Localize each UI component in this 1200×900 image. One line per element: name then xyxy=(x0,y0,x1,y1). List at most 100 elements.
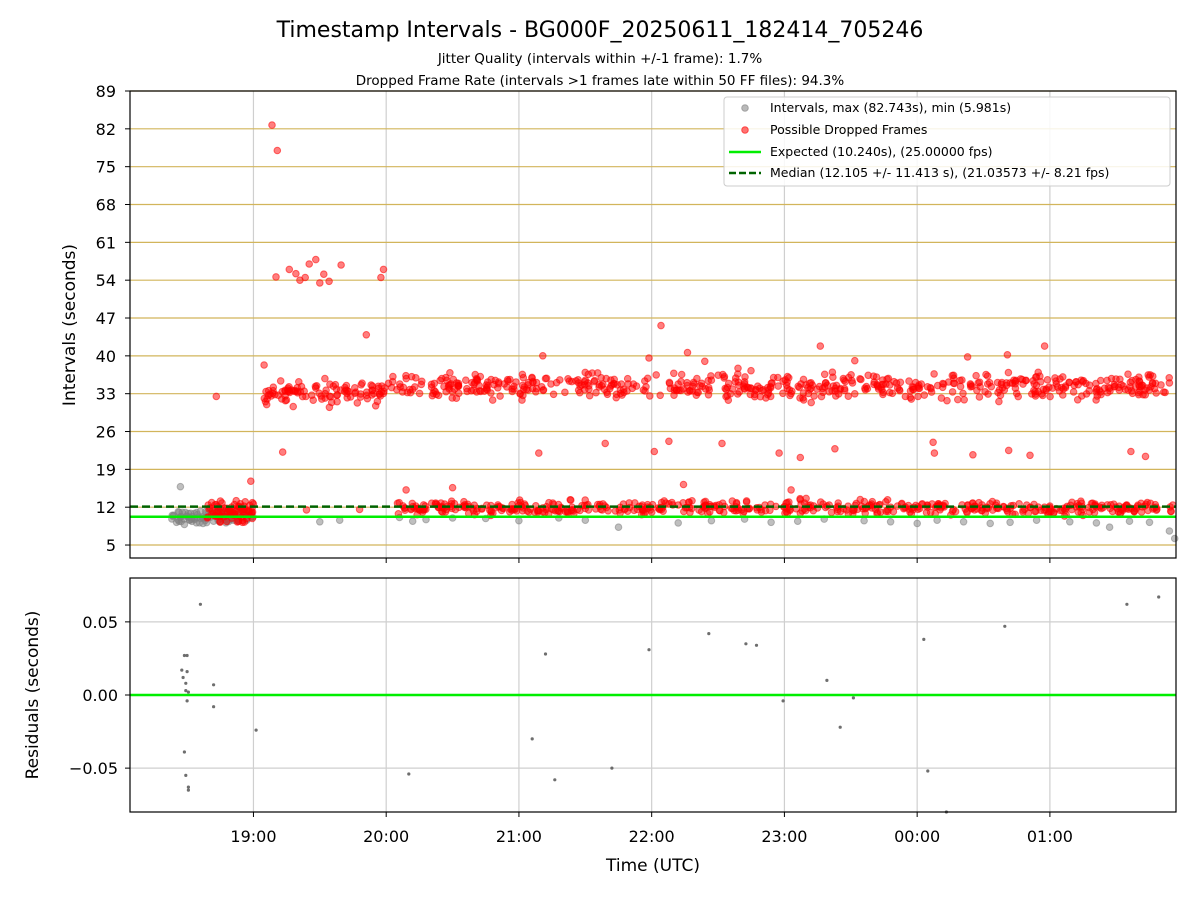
top-y-tick-label: 82 xyxy=(96,120,116,139)
interval-point xyxy=(860,516,868,525)
legend-intervals-marker xyxy=(741,104,749,112)
dropped-frame-point xyxy=(312,255,320,264)
dropped-frame-point xyxy=(608,381,616,389)
dropped-frame-point xyxy=(807,398,816,407)
interval-point xyxy=(707,516,716,525)
dropped-frame-point xyxy=(567,496,575,504)
residual-point xyxy=(926,769,930,773)
dropped-frame-point xyxy=(779,377,787,386)
dropped-frame-point xyxy=(666,384,675,393)
dropped-frame-point xyxy=(454,379,463,388)
dropped-frame-point xyxy=(959,389,967,398)
dropped-frame-point xyxy=(332,385,341,393)
dropped-frame-point xyxy=(1112,375,1120,383)
dropped-frame-point xyxy=(923,383,932,391)
interval-point xyxy=(674,519,683,527)
dropped-frame-point xyxy=(1030,380,1038,388)
dropped-frame-point xyxy=(1077,508,1085,517)
dropped-frame-point xyxy=(446,369,454,377)
dropped-frame-point xyxy=(994,388,1002,397)
dropped-frame-point xyxy=(402,486,410,494)
intervals-panel: 5 12 19 26 33 40 47 54 61 68 75 82 89 Intervals (sec… xyxy=(60,82,1179,563)
dropped-frame-point xyxy=(995,397,1003,406)
interval-point xyxy=(1125,517,1134,526)
residual-point xyxy=(1157,595,1161,599)
dropped-frame-point xyxy=(1004,368,1013,377)
residual-point xyxy=(182,653,186,658)
intervals-x-ticks xyxy=(252,558,1051,563)
dropped-frame-point xyxy=(764,383,772,392)
dropped-frame-point xyxy=(320,270,328,279)
dropped-frame-point xyxy=(518,381,527,390)
dropped-frame-point xyxy=(670,369,678,378)
dropped-frame-point xyxy=(787,486,795,494)
dropped-frame-point xyxy=(969,451,977,459)
dropped-frame-point xyxy=(452,394,461,403)
interval-point xyxy=(1170,534,1179,543)
residual-point xyxy=(838,725,842,729)
residuals-y-ticks: 0.05 0.00 −0.05 xyxy=(69,613,130,778)
dropped-frame-point xyxy=(973,386,981,395)
dropped-frame-point xyxy=(1037,506,1045,515)
dropped-frame-point xyxy=(686,386,694,395)
dropped-frame-point xyxy=(375,389,384,398)
dropped-frame-point xyxy=(1061,382,1070,390)
dropped-frame-point xyxy=(1043,376,1052,384)
dropped-frame-point xyxy=(1040,342,1049,350)
dropped-frame-point xyxy=(1039,385,1048,394)
dropped-frame-point xyxy=(1165,379,1174,387)
dropped-frame-point xyxy=(1128,376,1136,385)
dropped-frame-point xyxy=(998,378,1006,387)
dropped-frame-point xyxy=(530,508,539,517)
dropped-frame-point xyxy=(668,498,676,507)
dropped-frame-point xyxy=(561,507,570,516)
dropped-frame-point xyxy=(783,384,792,393)
dropped-frame-point xyxy=(701,357,709,366)
dropped-frame-point xyxy=(872,373,881,381)
dropped-frame-point xyxy=(379,265,388,274)
dropped-frame-point xyxy=(972,371,980,380)
dropped-frame-point xyxy=(415,389,424,398)
dropped-frame-point xyxy=(442,373,450,382)
dropped-frame-point xyxy=(1159,388,1168,396)
dropped-frame-point xyxy=(289,402,298,411)
dropped-frame-point xyxy=(728,497,737,505)
interval-point xyxy=(408,517,417,526)
dropped-frame-point xyxy=(541,374,550,383)
dropped-frame-point xyxy=(518,370,527,379)
dropped-frame-point xyxy=(539,386,548,394)
dropped-frame-point xyxy=(821,379,830,387)
top-y-tick-label: 47 xyxy=(96,309,116,328)
dropped-frame-point xyxy=(512,378,520,386)
dropped-frame-point xyxy=(1078,392,1086,400)
dropped-frame-point xyxy=(656,391,665,400)
dropped-frame-point xyxy=(597,374,606,382)
dropped-frame-point xyxy=(357,381,366,389)
interval-point xyxy=(1092,519,1101,527)
dropped-frame-point xyxy=(1000,386,1009,394)
dropped-frame-point xyxy=(674,380,683,388)
legend-intervals-label: Intervals, max (82.743s), min (5.981s) xyxy=(770,100,1011,115)
dropped-frame-point xyxy=(746,390,755,399)
dropped-frame-point xyxy=(722,392,730,401)
dropped-frame-point xyxy=(343,394,352,402)
dropped-frame-point xyxy=(907,395,916,403)
dropped-frame-point xyxy=(930,370,938,378)
dropped-frame-point xyxy=(728,385,737,393)
dropped-frame-point xyxy=(951,507,960,516)
dropped-frame-point xyxy=(718,439,726,448)
dropped-frame-point xyxy=(966,380,975,388)
chart-subtitle-jitter: Jitter Quality (intervals within +/-1 fr… xyxy=(437,51,763,67)
bottom-x-tick-label: 21:00 xyxy=(496,827,542,846)
dropped-frame-point xyxy=(799,375,808,384)
bottom-x-tick-label: 23:00 xyxy=(761,827,807,846)
x-axis-label: Time (UTC) xyxy=(605,856,700,876)
dropped-frame-point xyxy=(1127,447,1135,456)
dropped-frame-point xyxy=(677,370,686,379)
dropped-frame-point xyxy=(616,386,625,394)
dropped-frame-point xyxy=(472,388,481,396)
dropped-frame-point xyxy=(657,498,666,507)
dropped-frame-point xyxy=(402,371,410,380)
dropped-frame-point xyxy=(929,438,937,447)
dropped-frame-point xyxy=(487,389,495,397)
